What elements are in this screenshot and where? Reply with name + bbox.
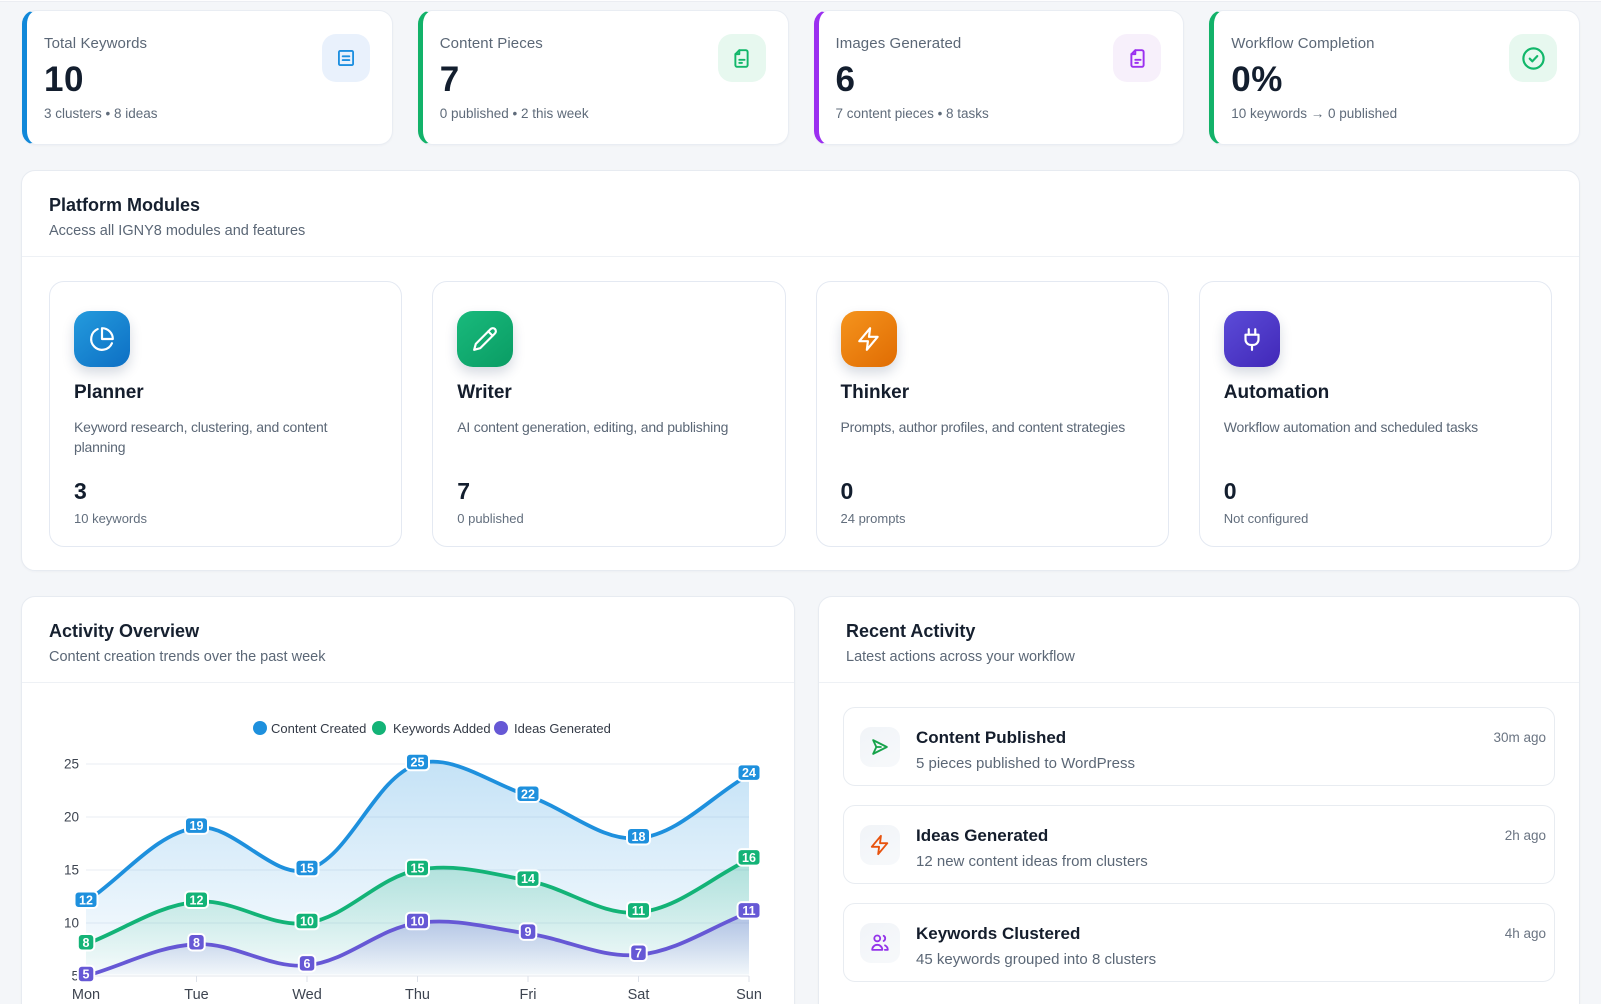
svg-text:15: 15: [300, 862, 314, 876]
svg-text:15: 15: [411, 862, 425, 876]
svg-text:16: 16: [742, 851, 756, 865]
svg-text:Keywords Added: Keywords Added: [393, 721, 491, 736]
svg-text:Fri: Fri: [520, 987, 537, 1003]
svg-text:Ideas Generated: Ideas Generated: [514, 721, 611, 736]
svg-text:Wed: Wed: [292, 987, 322, 1003]
svg-text:10: 10: [64, 916, 79, 931]
svg-text:Thu: Thu: [405, 987, 430, 1003]
svg-text:25: 25: [64, 757, 79, 772]
svg-text:7: 7: [635, 946, 642, 960]
svg-text:12: 12: [79, 893, 93, 907]
svg-text:12: 12: [190, 893, 204, 907]
svg-text:5: 5: [83, 968, 90, 982]
svg-text:20: 20: [64, 810, 79, 825]
svg-text:15: 15: [64, 863, 79, 878]
svg-text:5: 5: [71, 969, 79, 984]
svg-text:8: 8: [83, 936, 90, 950]
svg-text:10: 10: [411, 915, 425, 929]
svg-text:18: 18: [632, 830, 646, 844]
svg-text:19: 19: [190, 819, 204, 833]
svg-text:11: 11: [742, 904, 755, 918]
svg-text:Sun: Sun: [736, 987, 762, 1003]
svg-text:14: 14: [521, 872, 535, 886]
svg-text:Tue: Tue: [184, 987, 208, 1003]
svg-text:Content Created: Content Created: [271, 721, 366, 736]
svg-text:6: 6: [304, 957, 311, 971]
svg-text:Sat: Sat: [628, 987, 650, 1003]
svg-text:Mon: Mon: [72, 987, 100, 1003]
svg-text:8: 8: [193, 936, 200, 950]
svg-text:25: 25: [411, 756, 425, 770]
svg-text:10: 10: [300, 915, 314, 929]
svg-text:24: 24: [742, 766, 756, 780]
svg-text:9: 9: [525, 925, 532, 939]
svg-text:22: 22: [521, 787, 535, 801]
svg-text:11: 11: [632, 904, 645, 918]
